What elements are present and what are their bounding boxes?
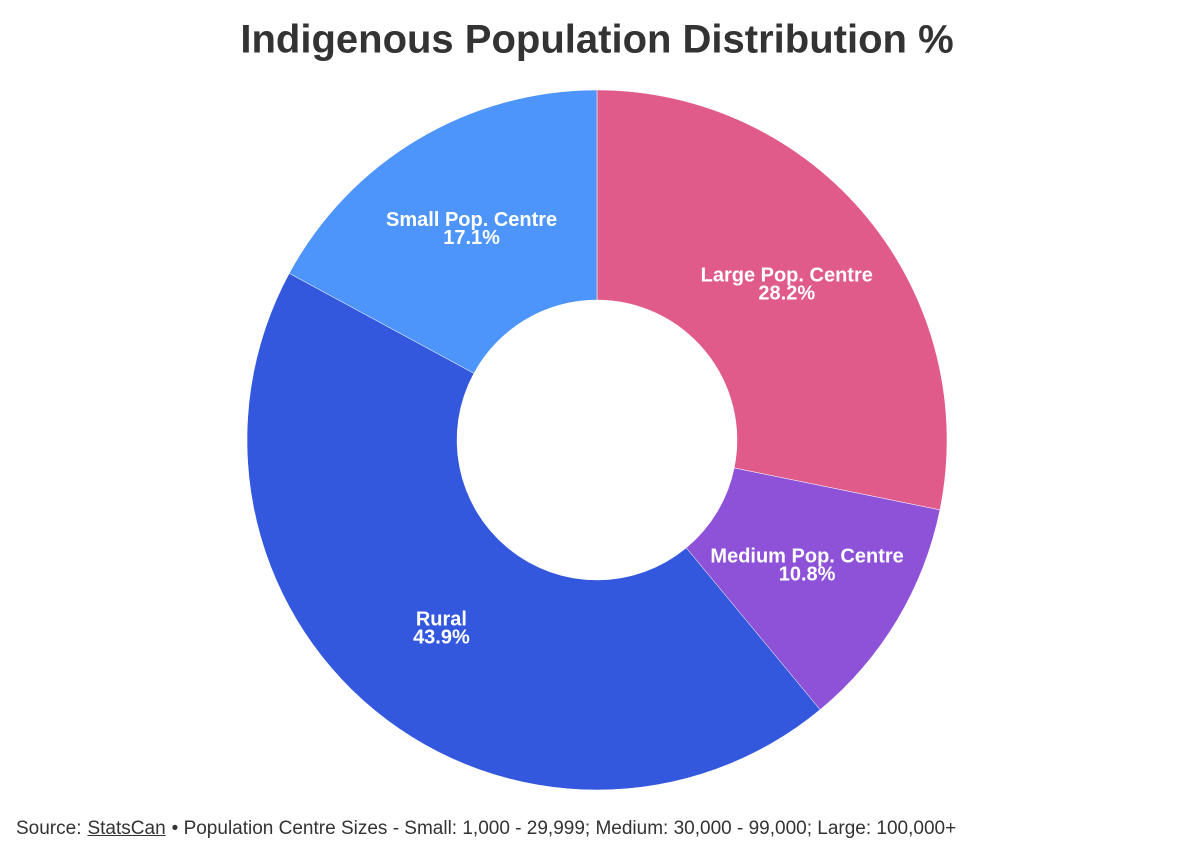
- slice-value: 28.2%: [758, 282, 815, 304]
- source-link[interactable]: StatsCan: [87, 818, 166, 839]
- footer: Source: StatsCan • Population Centre Sizes…: [16, 818, 956, 840]
- donut-slice: [596, 89, 948, 511]
- slice-category: Medium Pop. Centre: [710, 545, 903, 567]
- slice-category: Large Pop. Centre: [701, 264, 873, 286]
- slice-category: Rural: [416, 609, 467, 631]
- chart-title: Indigenous Population Distribution %: [240, 18, 953, 62]
- slice-value: 17.1%: [443, 227, 500, 249]
- footer-note: • Population Centre Sizes - Small: 1,000…: [171, 818, 957, 839]
- slice-value: 10.8%: [779, 563, 836, 585]
- donut-slice: [246, 272, 821, 791]
- slice-category: Small Pop. Centre: [386, 209, 557, 231]
- source-label: Source:: [16, 818, 82, 839]
- donut-slice: [288, 89, 598, 374]
- slice-value: 43.9%: [413, 627, 470, 649]
- chart: Indigenous Population Distribution % Lar…: [240, 18, 954, 791]
